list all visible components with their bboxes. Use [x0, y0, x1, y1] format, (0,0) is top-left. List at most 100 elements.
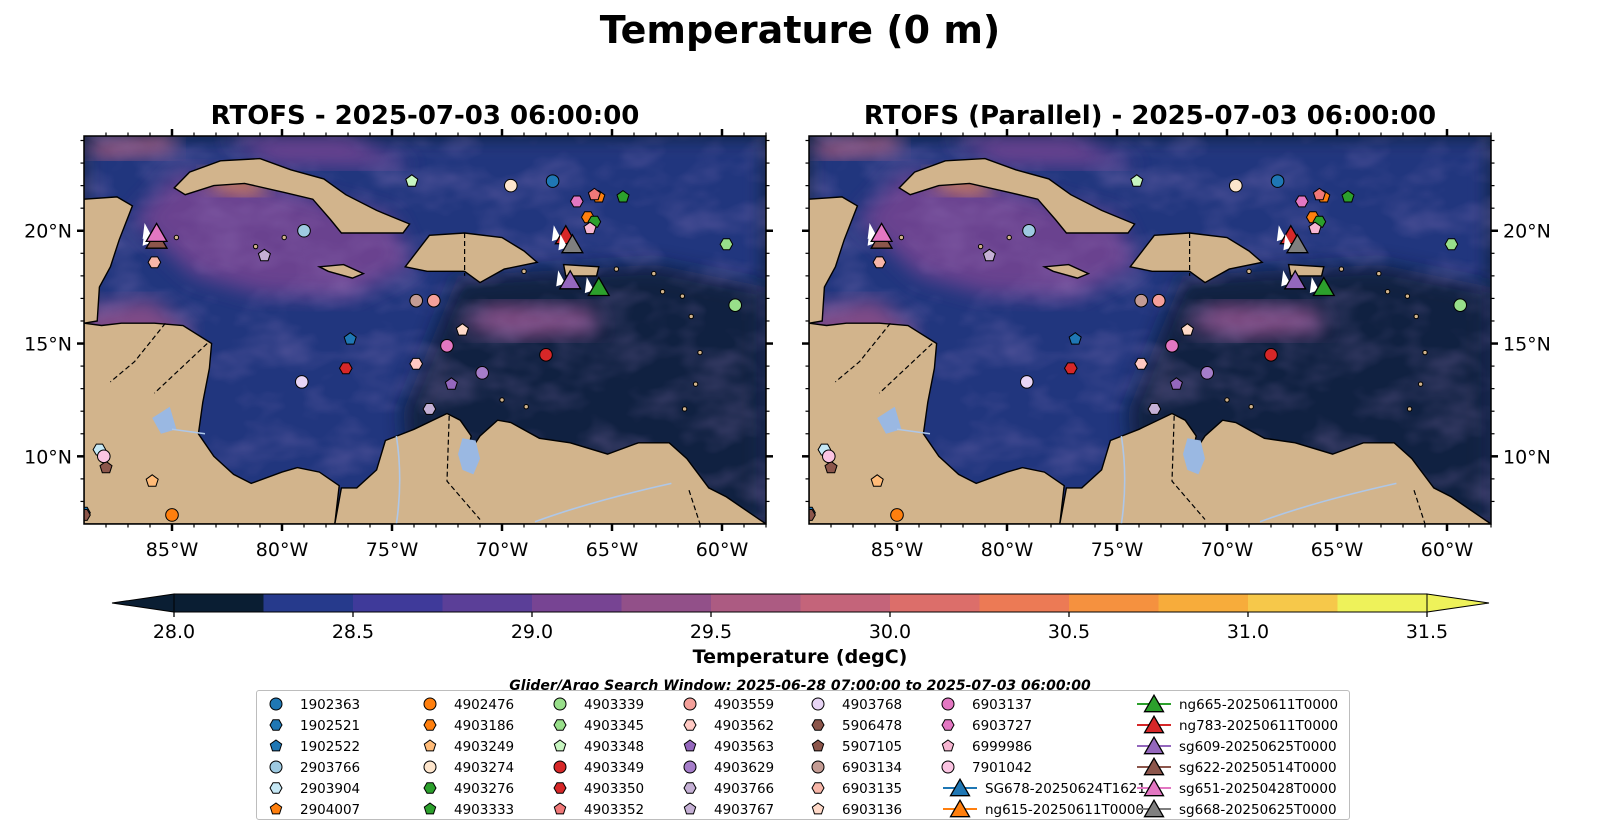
- argo-float-4903563: [1169, 377, 1183, 390]
- small-island: [692, 381, 699, 387]
- y-tick-label: 10°N: [1503, 446, 1551, 468]
- argo-float-4903339: [728, 298, 743, 312]
- legend-label: 4903249: [454, 739, 514, 755]
- x-tick-label: 85°W: [146, 539, 199, 561]
- legend-marker: [423, 719, 437, 731]
- borders: [835, 233, 1426, 524]
- legend-label: 4902476: [454, 697, 514, 713]
- legend-marker: [811, 697, 825, 711]
- legend-marker: [949, 798, 971, 818]
- legend-marker: [683, 697, 697, 711]
- legend-label: 5907105: [842, 739, 902, 755]
- legend-marker: [553, 697, 567, 711]
- legend-item: 4903562: [683, 718, 774, 734]
- argo-float-6903727: [1294, 195, 1309, 208]
- legend-item: 4903345: [553, 718, 644, 734]
- lake-nicaragua: [877, 406, 902, 434]
- argo-float-4903766: [422, 403, 437, 415]
- legend-item: 1902522: [269, 739, 360, 755]
- colorbar-bin: [532, 594, 622, 612]
- glider-sg668-20250625T0000: [560, 233, 584, 254]
- legend-label: 2903766: [300, 760, 360, 776]
- legend-marker: [269, 697, 283, 711]
- legend-marker: [683, 719, 697, 731]
- y-tick-label: 20°N: [1503, 221, 1551, 243]
- legend-label: 2903904: [300, 781, 360, 797]
- x-tick-label: 75°W: [366, 539, 419, 561]
- argo-float-4903352: [587, 187, 601, 201]
- legend-item: 4903350: [553, 781, 644, 797]
- argo-float-4903345: [719, 238, 734, 251]
- argo-float-6903137: [440, 338, 454, 353]
- legend-item: 2903904: [269, 781, 360, 797]
- legend-item: sg668-20250625T0000: [1137, 798, 1337, 818]
- legend-marker: [423, 782, 437, 794]
- legend-item: 4903348: [553, 739, 644, 755]
- argo-float-4903767: [257, 248, 271, 262]
- small-island: [499, 397, 505, 403]
- legend-label: 4903345: [584, 718, 644, 734]
- argo-float-4903350: [1063, 362, 1078, 375]
- legend-marker: [941, 719, 955, 731]
- legend-item: 4902476: [423, 697, 514, 713]
- legend-marker: [553, 739, 567, 752]
- legend-marker: [941, 760, 955, 774]
- x-tick-label: 65°W: [1311, 539, 1364, 561]
- small-island: [1248, 403, 1254, 410]
- legend-marker: [1143, 756, 1165, 776]
- small-island: [681, 406, 688, 412]
- map-frame: [808, 135, 1492, 525]
- colorbar-bin: [800, 594, 891, 612]
- small-island: [1404, 293, 1411, 299]
- map-panel-2: 85°W 80°W 75°W 70°W 65°W 60°W 10°N 15°N 20°N RTOF…: [802, 101, 1551, 561]
- legend-label: 4903348: [584, 739, 644, 755]
- argo-float-4903349: [539, 348, 553, 362]
- legend-label: sg668-20250625T0000: [1179, 802, 1337, 818]
- legend-marker: [1143, 693, 1165, 713]
- legend-label: 2904007: [300, 802, 360, 818]
- x-tick-label: 60°W: [1421, 539, 1474, 561]
- legend-marker: [269, 739, 283, 752]
- legend-item: 6903727: [941, 718, 1032, 734]
- legend-label: 6999986: [972, 739, 1032, 755]
- small-island: [1224, 397, 1230, 403]
- legend-label: ng783-20250611T0000: [1179, 718, 1338, 734]
- argo-float-4903348: [1130, 174, 1144, 187]
- legend-marker: [941, 739, 955, 752]
- argo-float-5906478: [84, 509, 91, 521]
- argo-float-4903766: [1147, 403, 1162, 415]
- legend-marker: [683, 739, 697, 752]
- colorbar-bin: [890, 594, 980, 612]
- argo-float-1902522: [343, 332, 357, 345]
- small-island: [1406, 406, 1413, 412]
- legend: 1902363 1902521 1902522 2903766 2903904 29040…: [256, 690, 1350, 820]
- colorbar-extend-low: [111, 593, 175, 613]
- y-tick-label: 10°N: [24, 446, 72, 468]
- small-island: [898, 234, 905, 241]
- legend-item: 6903135: [811, 781, 902, 797]
- land-puerto-rico: [562, 263, 600, 277]
- y-tick-label: 15°N: [1503, 334, 1551, 356]
- legend-marker: [811, 782, 825, 794]
- land-yucatan: [84, 196, 134, 324]
- legend-label: 6903135: [842, 781, 902, 797]
- legend-label: 4903276: [454, 781, 514, 797]
- glider-sg668-20250625T0000: [1285, 233, 1309, 254]
- glider-ng665-20250611T0000: [1312, 276, 1336, 297]
- argo-float-4902476: [165, 508, 179, 522]
- legend-marker: [811, 719, 825, 731]
- legend-marker: [1143, 798, 1165, 818]
- legend-item: 6903136: [811, 802, 902, 818]
- legend-label: 4903186: [454, 718, 514, 734]
- argo-float-4903768: [1020, 375, 1034, 389]
- legend-label: 4903333: [454, 802, 514, 818]
- legend-marker: [811, 739, 825, 752]
- legend-marker: [941, 697, 955, 711]
- argo-float-7901042: [821, 449, 836, 464]
- legend-label: 7901042: [972, 760, 1032, 776]
- map-frame: [83, 135, 767, 525]
- small-island: [1338, 266, 1345, 272]
- legend-marker: [1143, 714, 1165, 734]
- map-panel-1: 85°W 80°W 75°W 70°W 65°W 60°W 10°N 15°N 20°N RTOF…: [24, 101, 773, 561]
- land-jamaica: [316, 263, 366, 279]
